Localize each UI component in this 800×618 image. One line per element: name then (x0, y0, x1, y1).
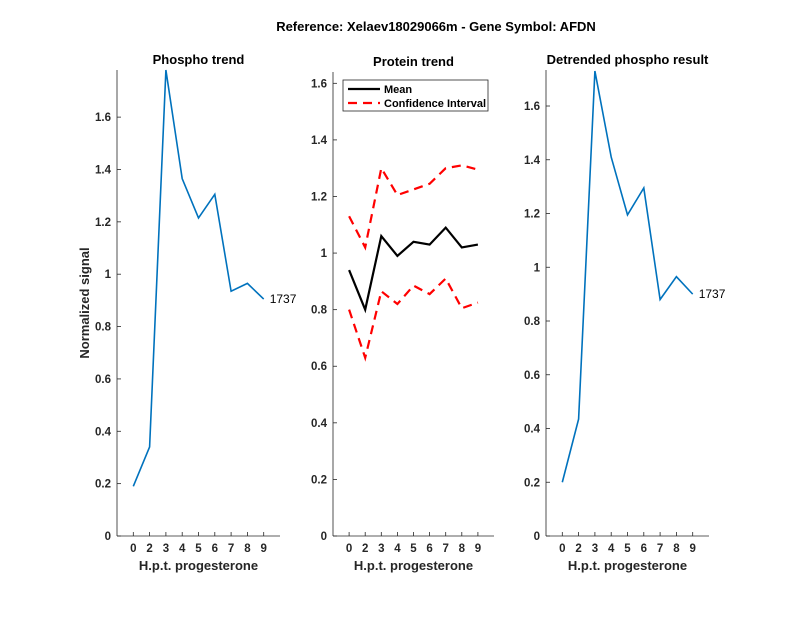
y-tick-label: 0.8 (524, 316, 541, 328)
series-end-label: 1737 (270, 292, 297, 306)
y-tick-label: 0.2 (524, 477, 540, 489)
legend-box (342, 79, 489, 112)
y-tick-label: 1 (534, 262, 541, 274)
series-line-confidence-interval-lower (348, 276, 479, 362)
series-line-mean (348, 225, 479, 314)
series-line-confidence-interval (348, 164, 479, 251)
y-tick-label: 0.4 (95, 426, 112, 438)
y-tick-label: 0.4 (311, 418, 328, 430)
y-tick-label: 0 (321, 531, 327, 543)
x-tick-label: 6 (641, 543, 647, 555)
panel-2: 00.20.40.60.811.21.41.60 2 3 4 5 6 7 8 9H.p.t. p… (311, 54, 494, 573)
x-tick-label: 5 (624, 543, 631, 555)
y-tick-label: 0 (534, 531, 540, 543)
x-tick-label: 9 (475, 543, 481, 555)
series-line-1737 (561, 70, 694, 483)
panel-title: Phospho trend (153, 52, 245, 67)
y-tick-label: 1.6 (95, 112, 111, 124)
y-tick-label: 0.2 (95, 479, 111, 491)
x-tick-label: 8 (244, 543, 251, 555)
x-tick-label: 0 (130, 543, 136, 555)
x-tick-label: 9 (689, 543, 695, 555)
x-tick-label: 0 (559, 543, 565, 555)
x-tick-label: 7 (228, 543, 234, 555)
series-line-1737 (132, 69, 265, 487)
x-tick-label: 6 (426, 543, 432, 555)
x-tick-label: 2 (362, 543, 368, 555)
x-tick-label: 4 (179, 543, 186, 555)
legend-mean-label: Mean (384, 84, 412, 96)
x-tick-label: 2 (146, 543, 152, 555)
y-tick-label: 0.2 (311, 474, 327, 486)
x-axis-label: H.p.t. progesterone (354, 558, 473, 573)
y-tick-label: 1.4 (95, 164, 112, 176)
legend-ci-label: Confidence Interval (384, 98, 486, 110)
y-tick-label: 0.6 (311, 361, 327, 373)
panel-3: 00.20.40.60.811.21.41.60 2 3 4 5 6 7 8 9H.p.t. p… (524, 52, 726, 573)
x-tick-label: 6 (212, 543, 218, 555)
x-tick-label: 4 (608, 543, 615, 555)
y-tick-label: 0.8 (95, 322, 112, 334)
x-tick-label: 3 (592, 543, 598, 555)
y-tick-label: 1 (321, 248, 328, 260)
y-tick-label: 0.4 (524, 424, 541, 436)
x-tick-label: 3 (378, 543, 384, 555)
x-axis-label: H.p.t. progesterone (568, 558, 687, 573)
panel-1: 00.20.40.60.811.21.41.60 2 3 4 5 6 7 8 9H.p.t. p… (77, 52, 297, 573)
panel-title: Protein trend (373, 54, 454, 69)
x-tick-label: 7 (442, 543, 448, 555)
y-tick-label: 1.2 (311, 191, 327, 203)
x-tick-label: 4 (394, 543, 401, 555)
y-tick-label: 1.2 (524, 209, 540, 221)
x-tick-label: 5 (195, 543, 202, 555)
y-tick-label: 0.8 (311, 305, 328, 317)
y-tick-label: 1.4 (311, 135, 328, 147)
y-tick-label: 1.6 (524, 101, 540, 113)
y-tick-label: 1.6 (311, 78, 327, 90)
x-tick-label: 9 (260, 543, 266, 555)
x-tick-label: 5 (410, 543, 417, 555)
x-tick-label: 8 (459, 543, 466, 555)
legend: Mean Confidence Interval (342, 79, 489, 112)
y-axis-label: Normalized signal (77, 247, 92, 358)
x-tick-label: 7 (657, 543, 663, 555)
x-tick-label: 2 (575, 543, 581, 555)
y-tick-label: 0.6 (524, 370, 540, 382)
x-axis-label: H.p.t. progesterone (139, 558, 258, 573)
y-tick-label: 1.2 (95, 217, 111, 229)
y-tick-label: 1 (105, 269, 112, 281)
panel-title: Detrended phospho result (547, 52, 709, 67)
x-tick-label: 0 (346, 543, 352, 555)
x-tick-label: 3 (163, 543, 169, 555)
figure-title: Reference: Xelaev18029066m - Gene Symbol… (276, 19, 596, 34)
y-tick-label: 1.4 (524, 155, 541, 167)
y-tick-label: 0 (105, 531, 111, 543)
y-tick-label: 0.6 (95, 374, 111, 386)
x-tick-label: 8 (673, 543, 680, 555)
series-end-label: 1737 (699, 287, 726, 301)
